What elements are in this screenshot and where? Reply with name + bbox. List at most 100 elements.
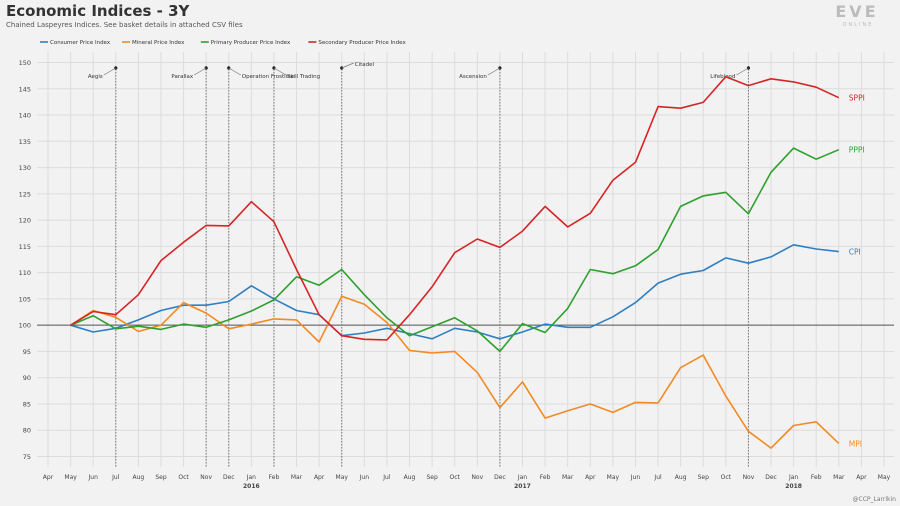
x-tick-label: Mar <box>562 474 574 481</box>
series-end-label: CPI <box>849 248 861 257</box>
annotation-leader <box>341 62 354 69</box>
annotation-leader <box>487 67 501 76</box>
svg-text:EVE: EVE <box>835 2 878 21</box>
plot-area <box>37 52 894 467</box>
annotation-leader <box>273 67 287 76</box>
year-label: 2018 <box>785 483 802 490</box>
eve-online-logo: EVE ONLINE <box>835 2 878 28</box>
y-tick-label: 95 <box>23 348 31 356</box>
legend-label: Secondary Producer Price Index <box>318 40 406 46</box>
x-tick-label: Jun <box>88 474 99 481</box>
annotation-dot <box>227 66 231 70</box>
x-tick-label: Aug <box>404 474 416 481</box>
y-tick-label: 80 <box>23 427 31 435</box>
y-tick-label: 150 <box>19 59 31 67</box>
annotation-label: Skill Trading <box>287 74 320 80</box>
y-tick-label: 145 <box>19 85 31 93</box>
annotation-leader <box>736 67 749 76</box>
x-tick-label: May <box>878 474 891 481</box>
annotation-label: Citadel <box>355 62 375 68</box>
y-tick-label: 100 <box>19 322 31 330</box>
x-tick-label: Oct <box>721 474 732 481</box>
y-tick-label: 105 <box>19 295 31 303</box>
x-tick-label: Jan <box>788 474 798 481</box>
x-tick-label: Apr <box>314 474 325 481</box>
x-tick-label: Aug <box>675 474 687 481</box>
grid-lines <box>37 52 894 467</box>
series-line <box>70 295 840 449</box>
x-tick-label: May <box>64 474 77 481</box>
y-tick-label: 85 <box>23 400 31 408</box>
chart-title: Economic Indices - 3Y <box>6 2 190 20</box>
x-tick-label: Sep <box>426 474 438 481</box>
x-tick-label: Jun <box>630 474 641 481</box>
x-tick-label: Jun <box>359 474 370 481</box>
x-tick-label: Apr <box>43 474 54 481</box>
x-tick-label: Dec <box>765 474 777 481</box>
series-end-labels: CPI MPI PPPI SPPI <box>849 94 865 449</box>
y-tick-label: 75 <box>23 453 31 461</box>
x-tick-label: Jul <box>653 474 662 481</box>
annotation-label: Lifeblood <box>710 74 735 80</box>
y-tick-labels: 75 80 85 90 95 100 105 110 115 120 125 130 135 140 145… <box>19 59 31 461</box>
y-tick-label: 130 <box>19 164 31 172</box>
x-tick-label: Nov <box>200 474 212 481</box>
x-tick-labels: Apr May Jun Jul Aug Sep Oct Nov Dec Jan Feb Mar Apr M… <box>43 474 891 490</box>
series-line <box>70 147 840 353</box>
svg-text:ONLINE: ONLINE <box>843 22 874 28</box>
x-tick-label: Jul <box>382 474 391 481</box>
x-tick-label: Jul <box>111 474 120 481</box>
series-line <box>70 75 840 341</box>
annotation-dot <box>746 66 751 70</box>
year-label: 2016 <box>243 483 260 490</box>
legend-label: Primary Producer Price Index <box>211 40 291 46</box>
annotation-leader <box>103 67 116 76</box>
annotation-leader <box>228 67 241 76</box>
series-end-label: SPPI <box>849 94 865 103</box>
chart-subtitle: Chained Laspeyres Indices. See basket de… <box>6 21 243 29</box>
y-tick-label: 135 <box>19 138 31 146</box>
x-tick-label: Mar <box>291 474 303 481</box>
legend-label: Consumer Price Index <box>50 40 111 46</box>
x-tick-label: Feb <box>269 474 280 481</box>
y-tick-label: 115 <box>19 243 31 251</box>
x-tick-label: Apr <box>585 474 596 481</box>
series-end-label: MPI <box>849 439 862 448</box>
x-tick-label: Oct <box>450 474 461 481</box>
y-tick-label: 120 <box>19 217 31 225</box>
x-tick-label: Feb <box>540 474 551 481</box>
x-tick-label: Dec <box>223 474 235 481</box>
series-line <box>70 244 839 340</box>
year-label: 2017 <box>514 483 531 490</box>
x-tick-label: Nov <box>743 474 755 481</box>
annotation-label: Operation Frostline <box>242 74 295 80</box>
y-tick-label: 140 <box>19 112 31 120</box>
series-end-label: PPPI <box>849 146 865 155</box>
author-credit: @CCP_Larrikin <box>852 496 896 503</box>
series-lines <box>70 75 840 449</box>
x-tick-label: Jan <box>517 474 527 481</box>
y-tick-label: 125 <box>19 190 31 198</box>
x-tick-label: Dec <box>494 474 506 481</box>
x-tick-label: May <box>607 474 620 481</box>
x-tick-label: Mar <box>833 474 845 481</box>
x-tick-label: May <box>336 474 349 481</box>
y-tick-label: 110 <box>19 269 31 277</box>
x-tick-label: Feb <box>811 474 822 481</box>
x-tick-label: Apr <box>856 474 867 481</box>
x-tick-label: Oct <box>178 474 189 481</box>
legend-label: Mineral Price Index <box>132 40 185 46</box>
x-tick-label: Aug <box>133 474 145 481</box>
legend: Consumer Price Index Mineral Price Index P… <box>40 40 406 46</box>
y-tick-label: 90 <box>23 374 31 382</box>
x-tick-label: Nov <box>471 474 483 481</box>
annotation-label: Parallax <box>171 74 193 80</box>
x-tick-label: Jan <box>246 474 256 481</box>
annotation-leader <box>193 67 207 76</box>
x-tick-label: Sep <box>698 474 710 481</box>
annotation-label: Aegis <box>88 74 103 80</box>
annotation-label: Ascension <box>459 74 487 80</box>
x-tick-label: Sep <box>155 474 167 481</box>
